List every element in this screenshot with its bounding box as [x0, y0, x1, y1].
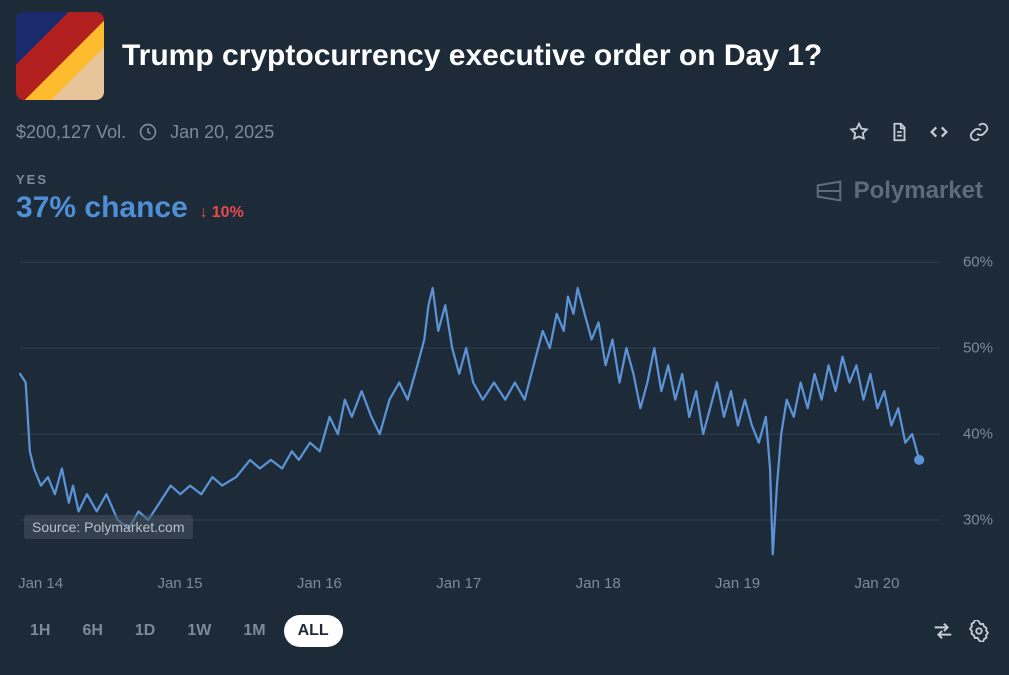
y-axis-label: 50% — [963, 340, 993, 357]
y-axis-label: 40% — [963, 426, 993, 443]
embed-icon[interactable] — [925, 118, 953, 146]
gear-icon[interactable] — [965, 617, 993, 645]
x-axis-label: Jan 19 — [715, 575, 760, 592]
x-axis-label: Jan 15 — [157, 575, 202, 592]
link-icon[interactable] — [965, 118, 993, 146]
timeframe-1w[interactable]: 1W — [173, 615, 225, 647]
x-axis-label: Jan 18 — [576, 575, 621, 592]
polymarket-watermark: Polymarket — [814, 176, 983, 206]
compare-icon[interactable] — [929, 617, 957, 645]
timeframe-1d[interactable]: 1D — [121, 615, 169, 647]
market-title: Trump cryptocurrency executive order on … — [122, 37, 822, 75]
timeframe-all[interactable]: ALL — [284, 615, 343, 647]
source-badge: Source: Polymarket.com — [24, 515, 193, 539]
x-axis-label: Jan 14 — [18, 575, 63, 592]
x-axis-label: Jan 16 — [297, 575, 342, 592]
timeframe-1h[interactable]: 1H — [16, 615, 64, 647]
timeframe-6h[interactable]: 6H — [68, 615, 116, 647]
chance-delta: ↓ 10% — [200, 204, 244, 222]
clock-icon — [138, 122, 158, 142]
y-axis-label: 30% — [963, 512, 993, 529]
volume-text: $200,127 Vol. — [16, 122, 126, 143]
resolution-date: Jan 20, 2025 — [170, 122, 274, 143]
x-axis-label: Jan 20 — [854, 575, 899, 592]
document-icon[interactable] — [885, 118, 913, 146]
x-axis-label: Jan 17 — [436, 575, 481, 592]
star-icon[interactable] — [845, 118, 873, 146]
price-chart[interactable]: 30% 40% 50% 60% Source: Polymarket.com — [16, 239, 993, 569]
y-axis-label: 60% — [963, 254, 993, 271]
market-avatar — [16, 12, 104, 100]
chance-value: 37% chance — [16, 191, 188, 225]
timeframe-1m[interactable]: 1M — [229, 615, 279, 647]
arrow-down-icon: ↓ — [200, 204, 208, 222]
